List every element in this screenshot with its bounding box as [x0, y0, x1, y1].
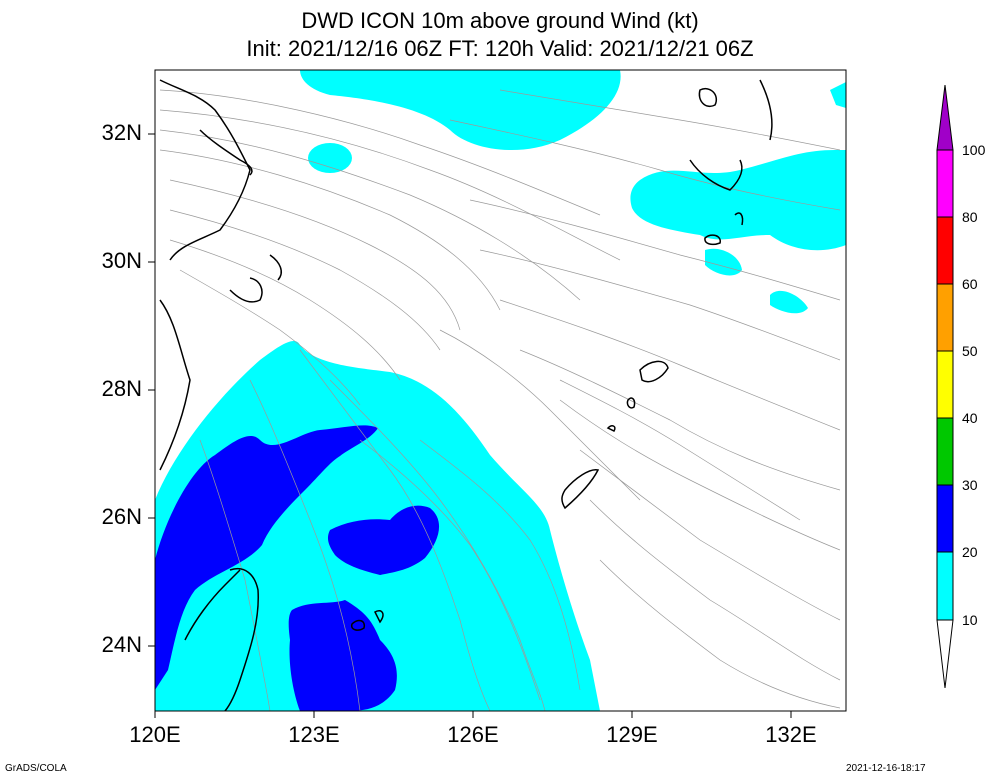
colorbar-label-20: 20: [962, 544, 978, 560]
colorbar-segment-10-20: [936, 551, 954, 621]
colorbar: [936, 84, 954, 689]
lat-label-24n: 24N: [101, 632, 142, 657]
colorbar-segment-50-60: [936, 283, 954, 352]
colorbar-segment-20-30: [936, 484, 954, 553]
colorbar-segment-80-100: [936, 149, 954, 218]
colorbar-label-30: 30: [962, 477, 978, 493]
map-subtitle: Init: 2021/12/16 06Z FT: 120h Valid: 202…: [246, 36, 754, 61]
footer-timestamp: 2021-12-16-18:17: [846, 763, 926, 774]
colorbar-label-40: 40: [962, 410, 978, 426]
wind-streamlines: [159, 89, 841, 711]
lat-label-30n: 30N: [101, 248, 142, 273]
map-title: DWD ICON 10m above ground Wind (kt): [301, 8, 699, 33]
colorbar-segment-60-80: [936, 216, 954, 285]
lon-label-132e: 132E: [765, 722, 817, 747]
lat-label-32n: 32N: [101, 120, 142, 145]
colorbar-segment-30-40: [936, 417, 954, 486]
colorbar-segment-40-50: [936, 350, 954, 419]
lon-label-126e: 126E: [447, 722, 499, 747]
colorbar-label-10: 10: [962, 612, 978, 628]
lat-label-28n: 28N: [101, 376, 142, 401]
coastlines: [159, 79, 773, 711]
wind-speed-20-30-region: [155, 425, 440, 711]
colorbar-label-80: 80: [962, 209, 978, 225]
colorbar-segment-below-10: [936, 619, 954, 689]
colorbar-label-60: 60: [962, 276, 978, 292]
lon-label-129e: 129E: [606, 722, 658, 747]
colorbar-label-50: 50: [962, 343, 978, 359]
axis-ticks: [148, 133, 792, 718]
colorbar-segment-100plus: [936, 84, 954, 151]
footer-software: GrADS/COLA: [5, 763, 67, 774]
lon-label-123e: 123E: [288, 722, 340, 747]
colorbar-label-100: 100: [962, 142, 986, 158]
lat-label-26n: 26N: [101, 504, 142, 529]
lon-label-120e: 120E: [129, 722, 181, 747]
